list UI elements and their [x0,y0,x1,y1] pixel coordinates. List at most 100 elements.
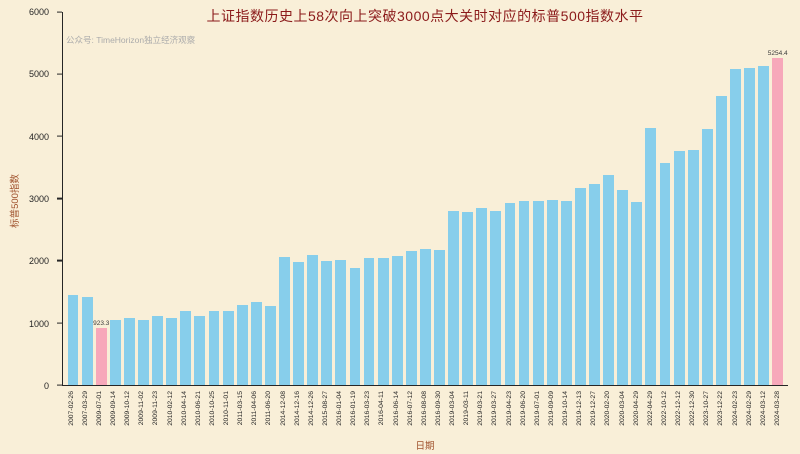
bar-series: 923.3 5254.4 [63,12,788,385]
bar-slot [602,12,616,385]
bar [109,319,121,385]
bar-slot [376,12,390,385]
bar-value-label: 923.3 [93,319,110,327]
bar [589,183,600,385]
x-tick-label: 2022-12-30 [689,391,697,426]
bar-slot [122,12,136,385]
watermark: 公众号: TimeHorizon独立经济观察 [66,35,196,45]
x-tick-label: 2010-02-12 [166,391,174,426]
bar-slot [66,12,80,385]
bar-slot [432,12,446,385]
bar-slot [630,12,644,385]
bar-slot [644,12,658,385]
bar [307,255,319,385]
bar [645,128,657,385]
x-tick-label: 2022-04-29 [646,391,654,426]
x-tick-label: 2010-11-01 [223,391,231,426]
bar [194,315,206,385]
y-tick-mark [57,260,62,262]
x-tick-label: 2019-10-14 [562,391,570,426]
bar-slot [517,12,531,385]
bar-slot [292,12,306,385]
x-tick-label: 2011-06-20 [265,391,273,426]
bar-slot [447,12,461,385]
bar-slot [489,12,503,385]
bar-slot [334,12,348,385]
x-tick-label: 2016-07-12 [406,391,414,426]
bar-slot [193,12,207,385]
bar [405,251,417,385]
bar-slot [136,12,150,385]
bar-slot [249,12,263,385]
x-tick-label: 2019-12-13 [576,391,584,426]
bar [744,68,755,385]
bar-slot [573,12,587,385]
y-tick-label: 4000 [28,131,49,142]
bar-slot [320,12,334,385]
bar [166,318,178,385]
bar-slot [362,12,376,385]
x-tick-label: 2009-07-01 [95,391,103,426]
bar-slot [587,12,601,385]
bar [673,151,685,385]
bar [687,149,699,385]
bar [617,190,629,385]
x-tick-label: 2009-10-12 [124,391,132,426]
x-tick-label: 2019-04-23 [505,391,513,426]
x-tick-label: 2020-04-29 [632,391,640,426]
x-tick-label: 2015-08-27 [321,391,329,426]
plot-area: 923.3 5254.4 [57,11,788,386]
x-tick-label: 2016-01-19 [350,391,358,426]
x-tick-label: 2014-12-26 [307,391,315,426]
x-tick-label: 2011-03-15 [237,391,245,426]
bar-slot [80,12,94,385]
bar [81,296,93,385]
x-tick-label: 2022-10-12 [660,391,668,426]
x-tick-label: 2020-02-20 [604,391,612,426]
x-tick-label: 2019-03-11 [463,391,471,426]
y-tick-mark [57,73,62,75]
x-axis-label: 日期 [415,441,435,452]
y-axis-tick-labels: 0 1000 2000 3000 4000 5000 6000 [0,7,58,391]
bar-slot [221,12,235,385]
x-tick-label: 2019-06-20 [519,391,527,426]
x-tick-label: 2010-04-14 [180,391,188,426]
x-tick-label: 2023-12-22 [717,391,725,426]
bar [363,258,375,385]
bar [532,200,544,385]
bar [335,259,347,385]
x-tick-label: 2024-02-29 [745,391,753,426]
y-tick-label: 0 [43,381,49,391]
y-tick-label: 3000 [28,194,49,204]
bar [448,211,459,385]
bar-slot [616,12,630,385]
y-tick-mark [57,11,62,13]
x-tick-label: 2020-03-04 [618,391,626,426]
bar-slot [151,12,165,385]
bar-slot [179,12,193,385]
bar-slot [757,12,771,385]
x-tick-label: 2009-11-02 [138,391,146,426]
y-tick-label: 5000 [28,69,49,80]
x-tick-label: 2024-03-12 [759,391,767,426]
bar-slot: 5254.4 [767,12,788,385]
x-tick-label: 2019-09-09 [547,391,555,426]
bar-slot [348,12,362,385]
x-tick-label: 2007-02-26 [67,391,75,426]
bar-highlighted: 923.3 [93,320,109,385]
x-tick-label: 2016-09-30 [434,391,442,426]
bar [264,305,276,385]
bar-value-label: 5254.4 [767,50,788,58]
bar [546,199,558,385]
x-tick-label: 2019-07-01 [533,391,541,426]
bar [575,188,586,385]
bar-slot [672,12,686,385]
bar-slot [743,12,757,385]
bar-slot [700,12,714,385]
y-tick-mark [57,322,62,324]
x-tick-label: 2019-03-27 [491,391,499,426]
bar [138,320,149,385]
bar-slot [714,12,728,385]
bar [560,200,572,385]
x-tick-label: 2016-03-23 [364,391,372,426]
